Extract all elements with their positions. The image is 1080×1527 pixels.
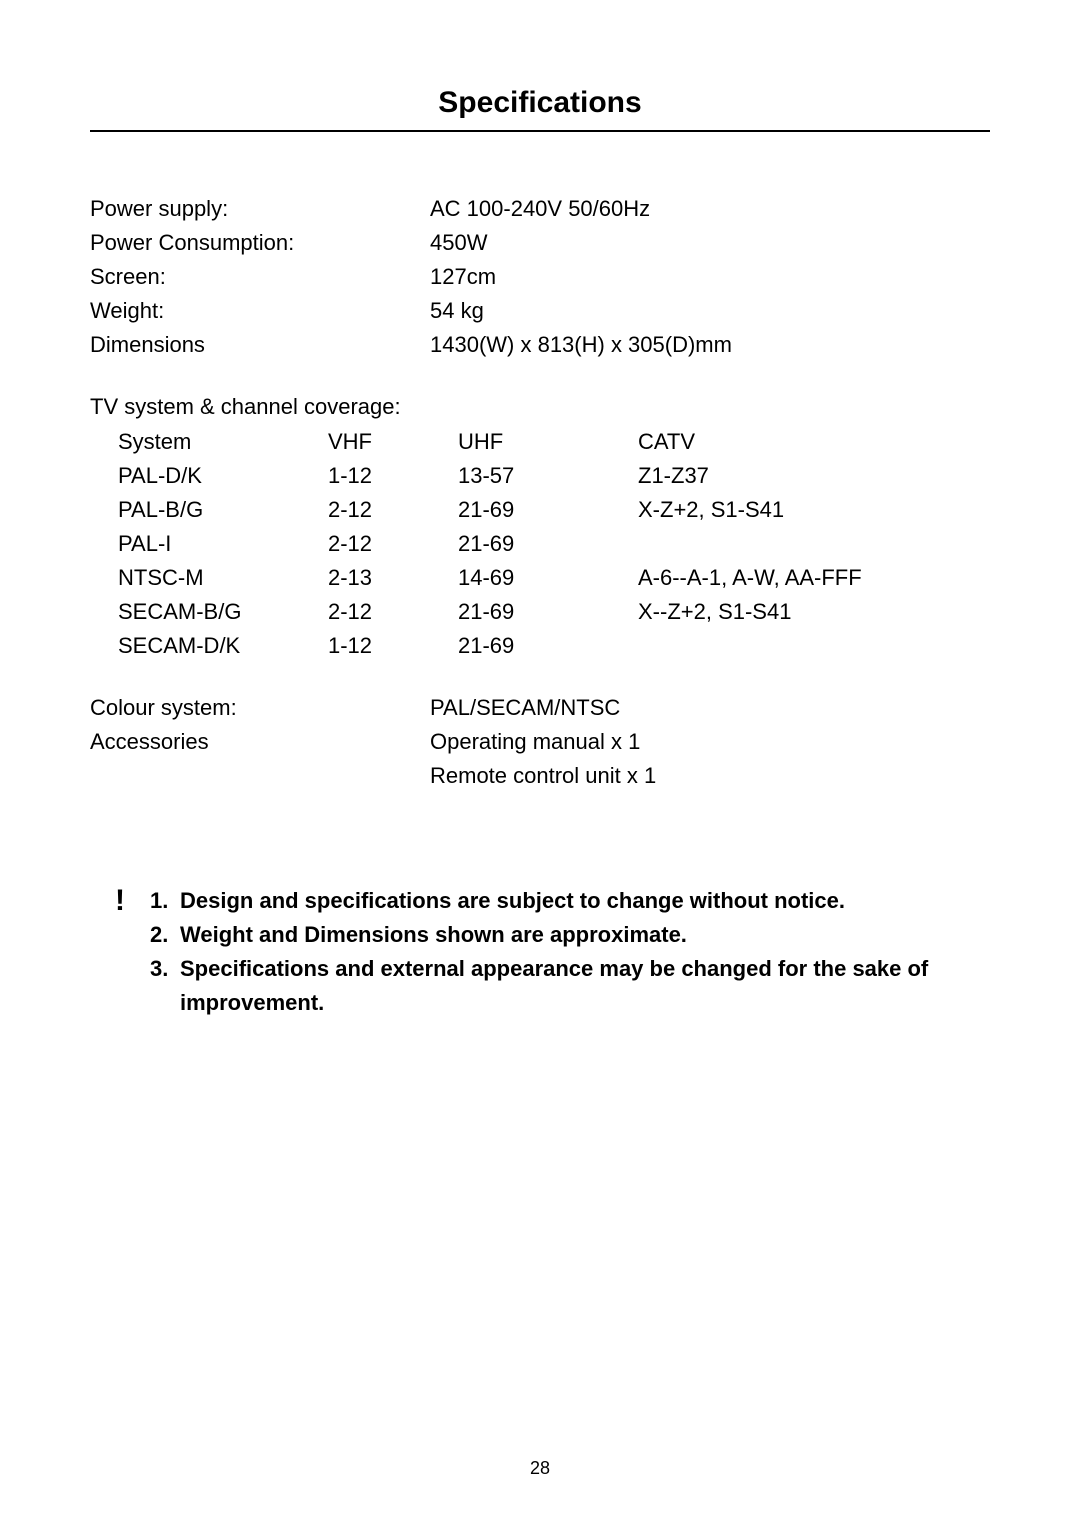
note-text: Design and specifications are subject to…	[180, 884, 990, 918]
tv-col-system: System	[118, 425, 328, 459]
tv-uhf: 21-69	[458, 629, 638, 663]
spec-row: Colour system: PAL/SECAM/NTSC	[90, 691, 990, 725]
tv-data-row: SECAM-D/K 1-12 21-69	[118, 629, 1018, 663]
tv-uhf: 14-69	[458, 561, 638, 595]
tv-vhf: 2-13	[328, 561, 458, 595]
tv-vhf: 2-12	[328, 595, 458, 629]
spec-value: 54 kg	[430, 294, 990, 328]
tv-vhf: 2-12	[328, 493, 458, 527]
note-number: 1.	[150, 884, 180, 918]
spec-value: Remote control unit x 1	[430, 759, 990, 793]
tv-uhf: 21-69	[458, 527, 638, 561]
spec-value: AC 100-240V 50/60Hz	[430, 192, 990, 226]
spec-row: Screen: 127cm	[90, 260, 990, 294]
tv-system: PAL-D/K	[118, 459, 328, 493]
spec-row: Dimensions 1430(W) x 813(H) x 305(D)mm	[90, 328, 990, 362]
notes-block: ! 1. Design and specifications are subje…	[90, 884, 990, 1020]
tv-col-catv: CATV	[638, 425, 1018, 459]
tv-data-row: PAL-D/K 1-12 13-57 Z1-Z37	[118, 459, 1018, 493]
tv-vhf: 2-12	[328, 527, 458, 561]
page-number: 28	[0, 1458, 1080, 1479]
spec-value: Operating manual x 1	[430, 725, 990, 759]
spec-label: Dimensions	[90, 328, 430, 362]
spec-label: Power supply:	[90, 192, 430, 226]
spec-value: 127cm	[430, 260, 990, 294]
page-title: Specifications	[90, 86, 990, 120]
tv-data-row: PAL-I 2-12 21-69	[118, 527, 1018, 561]
page: Specifications Power supply: AC 100-240V…	[0, 0, 1080, 1527]
tv-uhf: 13-57	[458, 459, 638, 493]
extra-specs: Colour system: PAL/SECAM/NTSC Accessorie…	[90, 691, 990, 793]
note-text: Specifications and external appearance m…	[180, 952, 990, 1020]
note-text: Weight and Dimensions shown are approxim…	[180, 918, 990, 952]
tv-system: PAL-B/G	[118, 493, 328, 527]
tv-uhf: 21-69	[458, 493, 638, 527]
tv-data-row: PAL-B/G 2-12 21-69 X-Z+2, S1-S41	[118, 493, 1018, 527]
notes-body: 1. Design and specifications are subject…	[150, 884, 990, 1020]
tv-section: TV system & channel coverage: System VHF…	[90, 390, 990, 663]
tv-system: SECAM-D/K	[118, 629, 328, 663]
note-number: 3.	[150, 952, 180, 1020]
tv-catv: X--Z+2, S1-S41	[638, 595, 1018, 629]
tv-system: NTSC-M	[118, 561, 328, 595]
tv-catv: Z1-Z37	[638, 459, 1018, 493]
note-item: 2. Weight and Dimensions shown are appro…	[150, 918, 990, 952]
note-number: 2.	[150, 918, 180, 952]
note-item: 3. Specifications and external appearanc…	[150, 952, 990, 1020]
spec-value: PAL/SECAM/NTSC	[430, 691, 990, 725]
spec-value: 1430(W) x 813(H) x 305(D)mm	[430, 328, 990, 362]
tv-system: PAL-I	[118, 527, 328, 561]
tv-catv	[638, 527, 1018, 561]
tv-vhf: 1-12	[328, 459, 458, 493]
tv-catv	[638, 629, 1018, 663]
note-item: 1. Design and specifications are subject…	[150, 884, 990, 918]
tv-table: System VHF UHF CATV PAL-D/K 1-12 13-57 Z…	[90, 425, 1018, 664]
tv-data-row: NTSC-M 2-13 14-69 A-6--A-1, A-W, AA-FFF	[118, 561, 1018, 595]
spec-row: Accessories Operating manual x 1	[90, 725, 990, 759]
gap	[90, 362, 990, 390]
spec-label: Power Consumption:	[90, 226, 430, 260]
spec-label: Accessories	[90, 725, 430, 759]
title-rule	[90, 130, 990, 132]
tv-col-vhf: VHF	[328, 425, 458, 459]
spec-row: Remote control unit x 1	[90, 759, 990, 793]
tv-catv: X-Z+2, S1-S41	[638, 493, 1018, 527]
spec-row: Power supply: AC 100-240V 50/60Hz	[90, 192, 990, 226]
spec-label: Colour system:	[90, 691, 430, 725]
basic-specs: Power supply: AC 100-240V 50/60Hz Power …	[90, 192, 990, 362]
tv-data-row: SECAM-B/G 2-12 21-69 X--Z+2, S1-S41	[118, 595, 1018, 629]
spec-label: Screen:	[90, 260, 430, 294]
warning-icon: !	[90, 884, 150, 1020]
spec-label: Weight:	[90, 294, 430, 328]
tv-col-uhf: UHF	[458, 425, 638, 459]
spec-label	[90, 759, 430, 793]
spec-row: Weight: 54 kg	[90, 294, 990, 328]
tv-catv: A-6--A-1, A-W, AA-FFF	[638, 561, 1018, 595]
tv-vhf: 1-12	[328, 629, 458, 663]
spec-value: 450W	[430, 226, 990, 260]
spec-row: Power Consumption: 450W	[90, 226, 990, 260]
tv-uhf: 21-69	[458, 595, 638, 629]
tv-header-row: System VHF UHF CATV	[118, 425, 1018, 459]
tv-system: SECAM-B/G	[118, 595, 328, 629]
gap	[90, 663, 990, 691]
tv-header: TV system & channel coverage:	[90, 390, 990, 424]
